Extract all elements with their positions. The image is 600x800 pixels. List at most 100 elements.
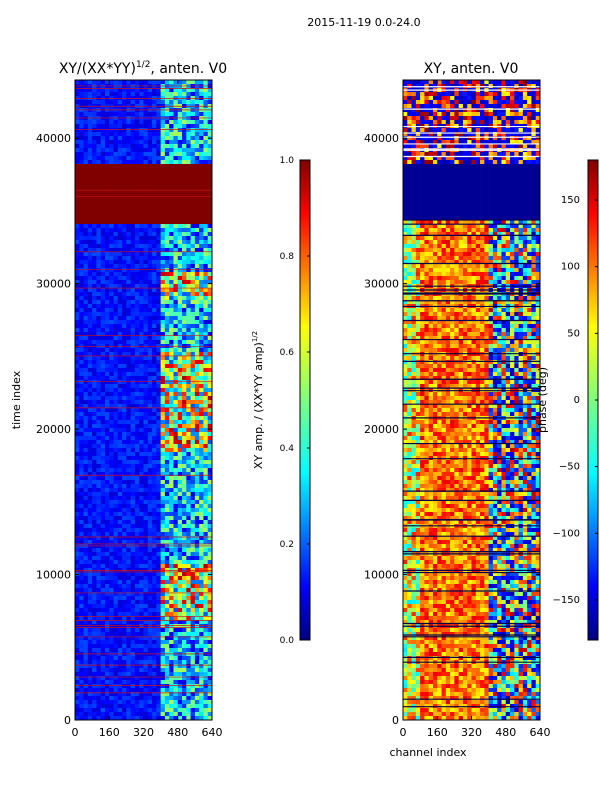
heatmap-cell: [79, 324, 84, 329]
heatmap-cell: [156, 568, 161, 573]
heatmap-cell: [75, 504, 80, 509]
heatmap-cell: [79, 292, 84, 297]
heatmap-cell: [117, 444, 123, 449]
heatmap-cell: [164, 588, 170, 593]
heatmap-cell: [177, 528, 183, 533]
heatmap-cell: [182, 392, 187, 397]
heatmap-cell: [190, 268, 196, 273]
heatmap-cell: [130, 244, 136, 249]
heatmap-cell: [152, 696, 157, 701]
heatmap-cell: [75, 692, 80, 697]
heatmap-cell: [109, 428, 114, 433]
heatmap-cell: [75, 220, 80, 225]
heatmap-cell: [92, 548, 97, 553]
heatmap-cell: [164, 388, 170, 393]
heatmap-cell: [194, 176, 200, 181]
heatmap-cell: [182, 100, 187, 105]
heatmap-cell: [126, 420, 131, 425]
heatmap-cell: [139, 260, 144, 265]
heatmap-cell: [126, 700, 131, 705]
heatmap-cell: [117, 560, 123, 565]
heatmap-cell: [130, 548, 136, 553]
heatmap-cell: [203, 356, 209, 361]
heatmap-cell: [92, 528, 97, 533]
heatmap-cell: [199, 184, 204, 189]
heatmap-cell: [182, 628, 187, 633]
heatmap-cell: [134, 92, 140, 97]
heatmap-cell: [156, 316, 161, 321]
heatmap-cell: [104, 168, 110, 173]
heatmap-cell: [186, 476, 191, 481]
heatmap-cell: [169, 156, 174, 161]
heatmap-cell: [207, 556, 212, 561]
heatmap-cell: [104, 148, 110, 153]
heatmap-cell: [173, 288, 179, 293]
heatmap-cell: [194, 424, 200, 429]
heatmap-cell: [182, 604, 187, 609]
heatmap-cell: [83, 672, 89, 677]
heatmap-cell: [156, 208, 161, 213]
heatmap-cell: [113, 596, 119, 601]
heatmap-cell: [199, 144, 204, 149]
heatmap-cell: [194, 668, 200, 673]
heatmap-cell: [113, 460, 119, 465]
heatmap-cell: [147, 372, 153, 377]
heatmap-cell: [164, 500, 170, 505]
heatmap-cell: [203, 316, 209, 321]
heatmap-cell: [143, 300, 149, 305]
heatmap-cell: [190, 560, 196, 565]
heatmap-cell: [182, 448, 187, 453]
heatmap-cell: [203, 204, 209, 209]
heatmap-cell: [96, 304, 101, 309]
heatmap-cell: [190, 548, 196, 553]
heatmap-cell: [87, 284, 93, 289]
heatmap-cell: [113, 124, 119, 129]
heatmap-cell: [186, 304, 191, 309]
heatmap-cell: [203, 436, 209, 441]
heatmap-cell: [92, 324, 97, 329]
heatmap-cell: [122, 240, 127, 245]
heatmap-cell: [126, 124, 131, 129]
heatmap-cell: [92, 204, 97, 209]
heatmap-cell: [87, 268, 93, 273]
heatmap-cell: [143, 192, 149, 197]
heatmap-cell: [199, 364, 204, 369]
heatmap-cell: [113, 504, 119, 509]
heatmap-cell: [199, 404, 204, 409]
heatmap-cell: [139, 464, 144, 469]
heatmap-cell: [104, 456, 110, 461]
heatmap-cell: [160, 120, 166, 125]
heatmap-cell: [109, 512, 114, 517]
heatmap-cell: [92, 224, 97, 229]
heatmap-cell: [83, 568, 89, 573]
heatmap-cell: [152, 80, 157, 85]
heatmap-cell: [186, 124, 191, 129]
heatmap-cell: [147, 552, 153, 557]
heatmap-cell: [109, 376, 114, 381]
heatmap-cell: [122, 408, 127, 413]
heatmap-cell: [169, 216, 174, 221]
heatmap-cell: [126, 228, 131, 233]
heatmap-cell: [117, 428, 123, 433]
heatmap-cell: [156, 488, 161, 493]
heatmap-cell: [207, 332, 212, 337]
heatmap-cell: [194, 152, 200, 157]
heatmap-cell: [182, 596, 187, 601]
heatmap-cell: [104, 612, 110, 617]
heatmap-cell: [122, 388, 127, 393]
heatmap-cell: [126, 128, 131, 133]
heatmap-cell: [122, 232, 127, 237]
heatmap-cell: [160, 500, 166, 505]
heatmap-cell: [177, 156, 183, 161]
heatmap-cell: [130, 184, 136, 189]
heatmap-cell: [156, 524, 161, 529]
heatmap-cell: [199, 508, 204, 513]
heatmap-cell: [75, 356, 80, 361]
heatmap-cell: [160, 684, 166, 689]
heatmap-cell: [143, 160, 149, 165]
heatmap-cell: [152, 384, 157, 389]
heatmap-cell: [100, 524, 106, 529]
heatmap-cell: [156, 700, 161, 705]
heatmap-cell: [79, 660, 84, 665]
heatmap-cell: [134, 168, 140, 173]
